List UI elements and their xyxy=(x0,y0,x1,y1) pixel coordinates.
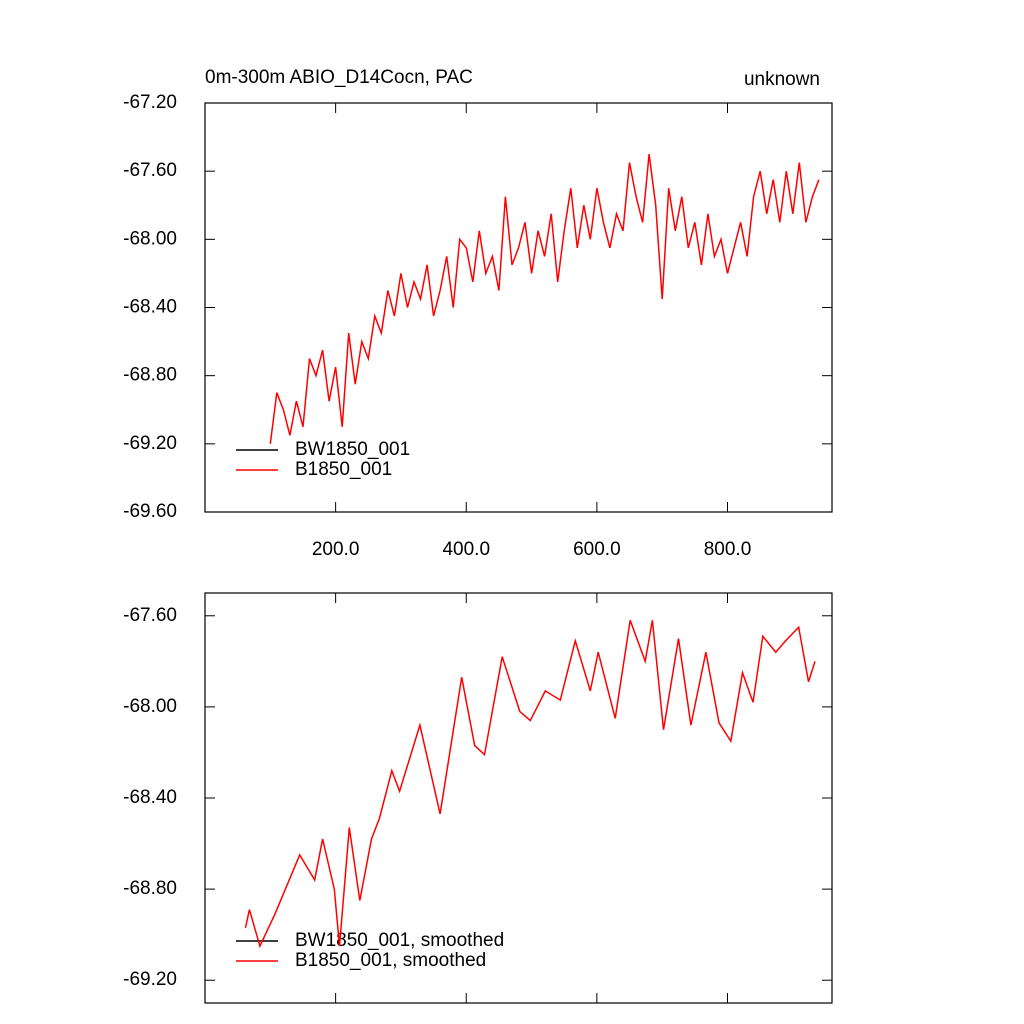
y-tick-label: -69.60 xyxy=(123,501,177,522)
right-string: unknown xyxy=(744,69,820,90)
series-line xyxy=(244,620,816,949)
y-tick-label: -68.40 xyxy=(123,297,177,318)
chart-title: 0m-300m ABIO_D14Cocn, PAC xyxy=(205,67,473,88)
y-tick-label: -69.20 xyxy=(123,433,177,454)
y-tick-label: -68.00 xyxy=(123,696,177,717)
y-tick-label: -69.20 xyxy=(123,969,177,990)
y-tick-label: -67.60 xyxy=(123,605,177,626)
y-tick-label: -68.80 xyxy=(123,878,177,899)
y-tick-label: -68.40 xyxy=(123,787,177,808)
legend-label: B1850_001 xyxy=(295,459,392,480)
x-tick-label: 800.0 xyxy=(704,539,752,560)
legend-label: BW1850_001, smoothed xyxy=(295,930,504,951)
x-tick-label: 200.0 xyxy=(312,539,360,560)
y-tick-label: -68.00 xyxy=(123,228,177,249)
x-tick-label: 600.0 xyxy=(573,539,621,560)
series-line xyxy=(269,154,820,444)
y-tick-label: -68.80 xyxy=(123,365,177,386)
y-tick-label: -67.60 xyxy=(123,160,177,181)
legend-label: BW1850_001 xyxy=(295,439,410,460)
x-tick-label: 400.0 xyxy=(442,539,490,560)
y-tick-label: -67.20 xyxy=(123,92,177,113)
legend-label: B1850_001, smoothed xyxy=(295,950,486,971)
